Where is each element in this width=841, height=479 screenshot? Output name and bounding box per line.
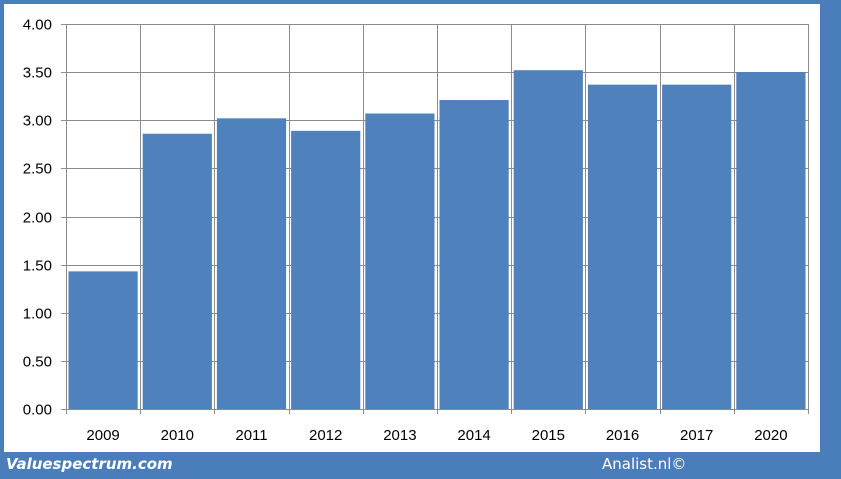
bar-2012: [291, 130, 361, 409]
x-tick-label: 2015: [532, 427, 565, 444]
x-tick-label: 2013: [383, 427, 416, 444]
x-tick-label: 2014: [457, 427, 490, 444]
y-tick-label: 0.50: [23, 354, 52, 371]
x-tick-label: 2016: [606, 427, 639, 444]
bars: [68, 70, 806, 409]
footer-source-left: Valuespectrum.com: [6, 455, 173, 473]
bar-2014: [439, 100, 509, 409]
y-tick-label: 1.00: [23, 306, 52, 323]
footer-source-right: Analist.nl©: [602, 455, 687, 473]
y-tick-label: 4.00: [23, 17, 52, 34]
axes: [61, 24, 809, 414]
y-tick-label: 2.50: [23, 161, 52, 178]
bar-2013: [365, 113, 435, 409]
x-tick-label: 2012: [309, 427, 342, 444]
bar-2009: [68, 271, 138, 409]
x-tick-label: 2009: [86, 427, 119, 444]
x-tick-label: 2011: [235, 427, 267, 444]
y-tick-label: 2.00: [23, 210, 52, 227]
bar-2010: [142, 133, 212, 409]
y-tick-label: 3.00: [23, 113, 52, 130]
y-tick-label: 0.00: [23, 402, 52, 419]
bar-2016: [587, 84, 658, 409]
x-tick-label: 2010: [161, 427, 194, 444]
bar-2011: [216, 118, 287, 409]
x-tick-label: 2020: [754, 427, 787, 444]
bar-2015: [513, 70, 583, 409]
tick-labels: 0.00 0.50 1.00 1.50 2.00 2.50 3.00 3.50 4.00 2009…: [23, 17, 788, 445]
bar-2020: [736, 72, 806, 409]
bar-2017: [662, 84, 732, 409]
y-tick-label: 3.50: [23, 65, 52, 82]
x-tick-label: 2017: [680, 427, 713, 444]
y-tick-label: 1.50: [23, 258, 52, 275]
